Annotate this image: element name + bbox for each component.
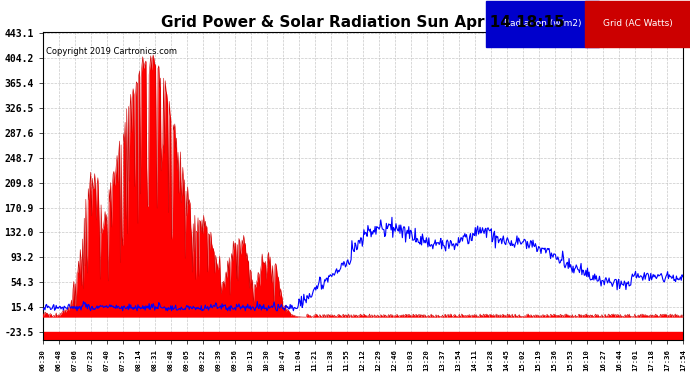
Text: Radiation (w/m2): Radiation (w/m2)	[504, 20, 581, 28]
Title: Grid Power & Solar Radiation Sun Apr 14 18:15: Grid Power & Solar Radiation Sun Apr 14 …	[161, 15, 564, 30]
Bar	[43, 332, 683, 340]
Text: Grid (AC Watts): Grid (AC Watts)	[603, 20, 673, 28]
Text: Copyright 2019 Cartronics.com: Copyright 2019 Cartronics.com	[46, 47, 177, 56]
